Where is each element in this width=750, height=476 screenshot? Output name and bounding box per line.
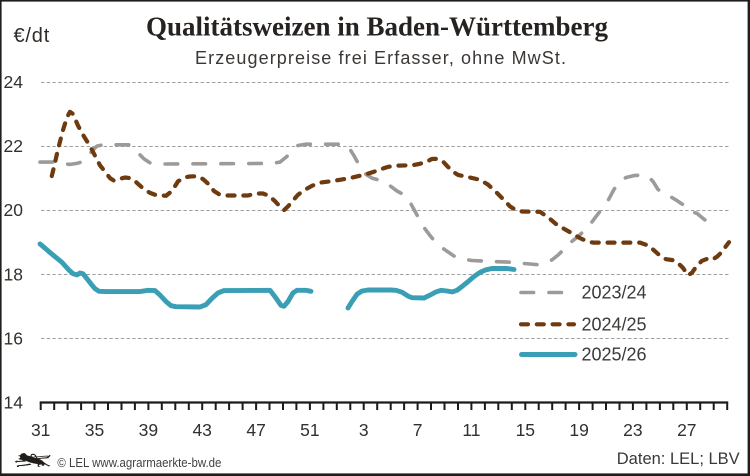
svg-text:39: 39: [139, 420, 158, 440]
svg-text:16: 16: [4, 328, 23, 348]
svg-text:2025/26: 2025/26: [582, 345, 647, 365]
svg-text:43: 43: [192, 420, 211, 440]
svg-text:Erzeugerpreise frei Erfasser,: Erzeugerpreise frei Erfasser, ohne MwSt.: [195, 48, 566, 68]
svg-text:Qualitätsweizen in Baden-Württ: Qualitätsweizen in Baden-Württemberg: [146, 11, 608, 41]
svg-text:20: 20: [4, 200, 24, 220]
svg-text:14: 14: [4, 393, 24, 413]
svg-text:51: 51: [300, 420, 319, 440]
svg-text:47: 47: [246, 420, 265, 440]
svg-text:3: 3: [359, 420, 369, 440]
svg-text:27: 27: [677, 420, 696, 440]
svg-text:15: 15: [516, 420, 535, 440]
svg-text:€/dt: €/dt: [14, 25, 51, 47]
svg-text:2023/24: 2023/24: [582, 283, 647, 303]
svg-text:22: 22: [4, 136, 23, 156]
svg-text:23: 23: [623, 420, 642, 440]
svg-text:7: 7: [413, 420, 423, 440]
svg-text:18: 18: [4, 264, 23, 284]
svg-text:31: 31: [31, 420, 50, 440]
svg-text:2024/25: 2024/25: [582, 314, 647, 334]
svg-text:11: 11: [462, 420, 480, 440]
svg-text:35: 35: [85, 420, 104, 440]
svg-text:© LEL www.agrarmaerkte-bw.de: © LEL www.agrarmaerkte-bw.de: [57, 456, 221, 470]
svg-text:19: 19: [569, 420, 588, 440]
svg-text:24: 24: [4, 72, 24, 92]
svg-text:Daten: LEL; LBV: Daten: LEL; LBV: [617, 450, 740, 468]
